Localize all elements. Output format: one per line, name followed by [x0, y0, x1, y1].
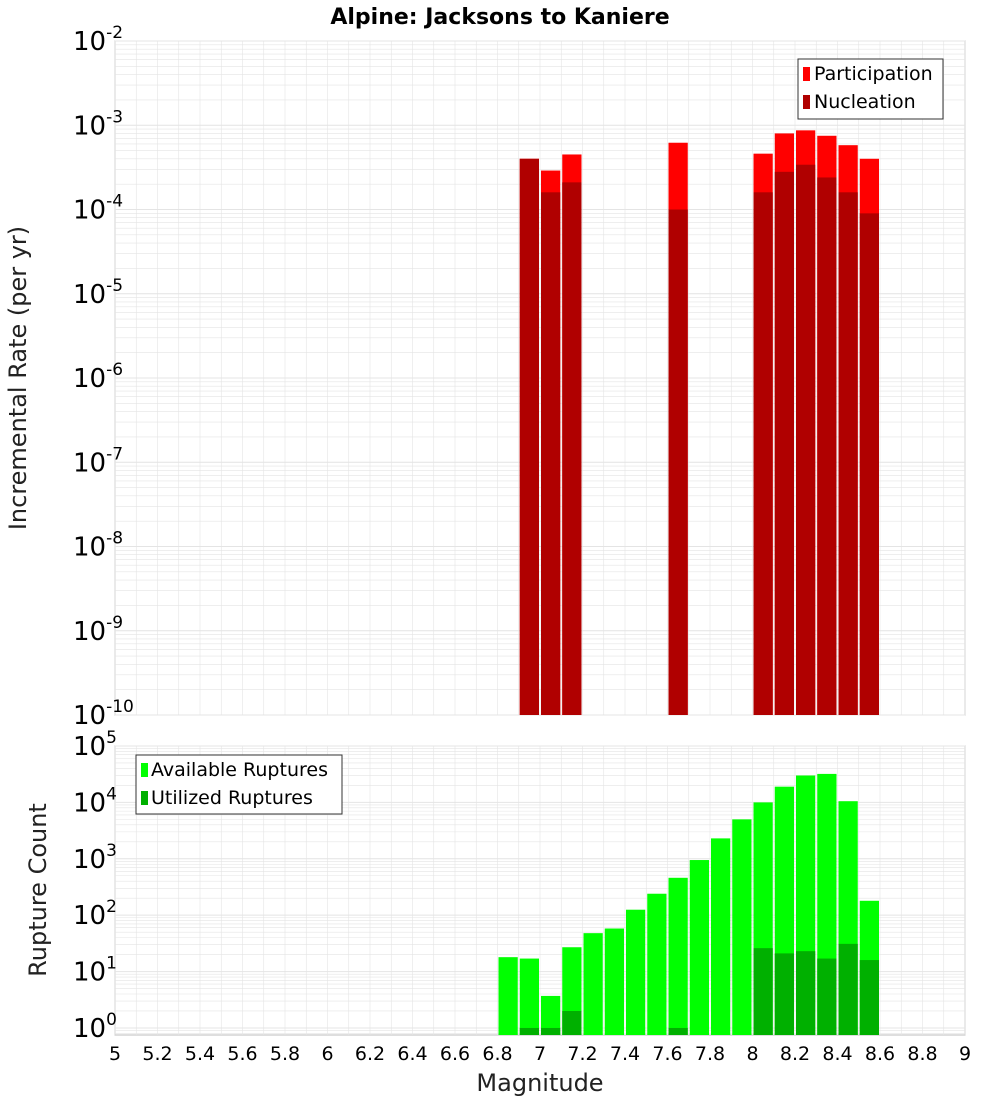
x-tick-label: 8.4: [822, 1043, 852, 1065]
rate-bar-nucleation: [859, 213, 879, 715]
rate-y-tick-label: 10-9: [73, 613, 123, 647]
x-tick-label: 5: [109, 1043, 121, 1065]
rupture-legend-box: [135, 754, 343, 815]
rate-y-axis-label: Incremental Rate (per yr): [4, 226, 32, 530]
rupture-count-panel: 100 101 102 103 104 105 5 5.2 5.4 5.6 5.8 6 6.2 6.4 6…: [24, 728, 971, 1097]
rupture-bar-available-ruptures: [668, 877, 688, 1035]
rupture-bar-utilized-ruptures: [838, 943, 858, 1035]
x-tick-label: 7.8: [695, 1043, 725, 1065]
rupture-bar-available-ruptures: [541, 995, 561, 1035]
rupture-bar-utilized-ruptures: [796, 951, 816, 1035]
x-tick-label: 8: [746, 1043, 758, 1065]
x-tick-label: 7.4: [610, 1043, 640, 1065]
x-tick-label: 5.6: [227, 1043, 257, 1065]
rate-bar-nucleation: [541, 192, 561, 716]
rupture-bar-available-ruptures: [626, 909, 646, 1035]
legend-swatch-participation: [803, 67, 810, 81]
x-tick-label: 7: [534, 1043, 546, 1065]
rate-bar-nucleation: [519, 158, 539, 716]
x-tick-label: 6.2: [355, 1043, 385, 1065]
rupture-bar-available-ruptures: [732, 819, 752, 1035]
x-tick-label: 6.8: [482, 1043, 512, 1065]
rupture-bar-utilized-ruptures: [562, 1010, 582, 1035]
rate-bar-nucleation: [774, 171, 794, 716]
rupture-bar-available-ruptures: [689, 860, 709, 1035]
rupture-bars: [498, 773, 879, 1035]
rate-y-tick-label: 10-6: [73, 360, 123, 394]
rate-legend: Participation Nucleation: [797, 58, 944, 120]
rupture-bar-available-ruptures: [498, 957, 518, 1035]
rate-bar-nucleation: [838, 192, 858, 716]
x-tick-label: 6.6: [440, 1043, 470, 1065]
x-tick-label: 6.4: [397, 1043, 427, 1065]
rupture-bar-utilized-ruptures: [753, 948, 773, 1035]
rupture-y-tick-label: 105: [73, 728, 117, 762]
rate-y-tick-labels: 10-10 10-9 10-8 10-7 10-6 10-5 10-4 10-3 10-2: [73, 23, 134, 731]
legend-swatch-available: [141, 763, 148, 777]
rupture-bar-utilized-ruptures: [541, 1027, 561, 1035]
legend-swatch-utilized: [141, 791, 148, 805]
rate-gridlines: [114, 40, 966, 716]
x-tick-label: 5.4: [185, 1043, 215, 1065]
rate-bar-nucleation: [753, 192, 773, 716]
rupture-gridlines: [114, 745, 966, 1035]
rupture-bar-utilized-ruptures: [519, 1027, 539, 1035]
rupture-bar-available-ruptures: [711, 838, 731, 1035]
rupture-y-tick-label: 103: [73, 841, 117, 875]
x-tick-label: 6: [321, 1043, 333, 1065]
rupture-y-tick-label: 100: [73, 1010, 117, 1044]
rate-bar-nucleation: [817, 177, 837, 715]
rate-bar-nucleation: [562, 182, 582, 715]
x-tick-label: 8.6: [865, 1043, 895, 1065]
x-tick-label: 7.6: [652, 1043, 682, 1065]
rate-panel: 10-10 10-9 10-8 10-7 10-6 10-5 10-4 10-3 10-2 In…: [4, 23, 966, 731]
legend-swatch-nucleation: [803, 95, 810, 109]
rupture-bar-available-ruptures: [583, 933, 603, 1035]
rupture-y-axis-label: Rupture Count: [24, 803, 52, 977]
rate-y-tick-label: 10-8: [73, 529, 123, 563]
x-tick-label: 9: [959, 1043, 971, 1065]
rate-y-tick-label: 10-3: [73, 107, 123, 141]
rate-y-tick-label: 10-5: [73, 276, 123, 310]
rupture-bar-utilized-ruptures: [859, 960, 879, 1035]
rupture-y-tick-labels: 100 101 102 103 104 105: [73, 728, 117, 1044]
rate-bars: [519, 130, 879, 716]
rate-bar-nucleation: [668, 209, 688, 715]
rupture-y-tick-label: 102: [73, 897, 117, 931]
rupture-bar-utilized-ruptures: [774, 953, 794, 1035]
legend-label-participation: Participation: [814, 63, 933, 85]
x-tick-label: 5.8: [270, 1043, 300, 1065]
legend-label-utilized: Utilized Ruptures: [151, 787, 313, 809]
rupture-bar-available-ruptures: [604, 928, 624, 1035]
x-axis-label: Magnitude: [476, 1069, 603, 1097]
rupture-bar-available-ruptures: [519, 958, 539, 1035]
rupture-bar-utilized-ruptures: [817, 958, 837, 1035]
x-tick-label: 8.2: [780, 1043, 810, 1065]
rupture-y-tick-label: 104: [73, 784, 117, 818]
x-tick-labels: 5 5.2 5.4 5.6 5.8 6 6.2 6.4 6.6 6.8 7 7.2 7.4 7.6 7.8 8…: [109, 1043, 971, 1065]
rate-y-tick-label: 10-10: [73, 697, 134, 731]
x-tick-label: 7.2: [567, 1043, 597, 1065]
x-tick-label: 5.2: [142, 1043, 172, 1065]
rate-y-tick-label: 10-4: [73, 192, 123, 226]
rupture-bar-available-ruptures: [647, 893, 667, 1035]
rate-legend-box: [797, 58, 944, 120]
rate-bar-nucleation: [796, 164, 816, 715]
rupture-legend: Available Ruptures Utilized Ruptures: [135, 754, 343, 815]
legend-label-nucleation: Nucleation: [814, 91, 916, 113]
rupture-bar-utilized-ruptures: [668, 1027, 688, 1035]
x-tick-label: 8.8: [907, 1043, 937, 1065]
rate-y-tick-label: 10-7: [73, 444, 123, 478]
legend-label-available: Available Ruptures: [151, 759, 328, 781]
rupture-y-tick-label: 101: [73, 954, 117, 988]
rate-y-tick-label: 10-2: [73, 23, 123, 57]
chart-title: Alpine: Jacksons to Kaniere: [330, 5, 669, 30]
